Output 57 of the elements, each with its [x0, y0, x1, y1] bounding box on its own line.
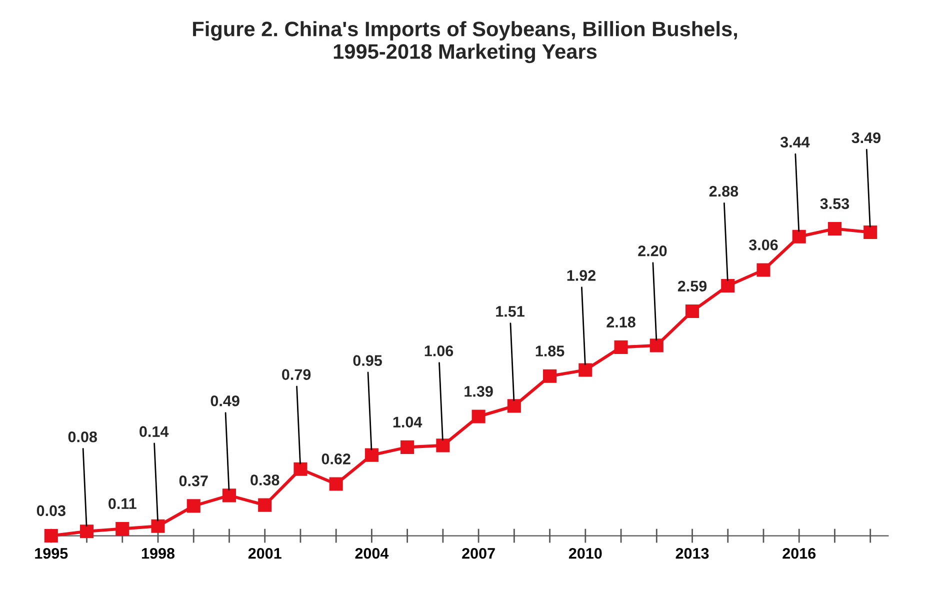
point — [472, 410, 486, 424]
point — [294, 462, 308, 476]
data-label: 1.92 — [567, 270, 596, 281]
point — [650, 338, 664, 352]
x-tick-label: 2007 — [462, 548, 495, 559]
x-tick-label: 2013 — [676, 548, 709, 559]
x-tick-label: 2010 — [568, 548, 602, 559]
point — [222, 488, 236, 502]
point — [186, 499, 200, 513]
data-label: 2.59 — [678, 280, 707, 292]
point — [543, 369, 557, 383]
point — [578, 363, 592, 377]
x-tick-label: 1998 — [142, 548, 175, 559]
data-label: 2.18 — [606, 316, 636, 328]
x-tick-label: 2004 — [355, 548, 389, 559]
data-label: 2.20 — [638, 245, 667, 256]
x-tick-label: 2016 — [782, 548, 816, 559]
point — [436, 438, 450, 452]
data-label: 3.53 — [820, 198, 850, 210]
data-label: 0.11 — [108, 498, 136, 510]
point — [507, 399, 521, 413]
point — [614, 340, 628, 354]
point — [400, 440, 414, 454]
data-label: 2.88 — [709, 186, 738, 197]
data-label: 0.95 — [353, 355, 382, 366]
data-label: 0.38 — [250, 474, 280, 486]
data-label: 3.49 — [852, 132, 880, 144]
point — [116, 522, 130, 536]
data-label: 1.06 — [424, 345, 454, 356]
point — [258, 498, 272, 512]
x-tick-label: 2001 — [248, 548, 282, 559]
data-label: 0.79 — [282, 369, 311, 380]
point — [364, 448, 378, 462]
data-label: 3.44 — [780, 136, 810, 148]
data-label: 1.39 — [464, 386, 493, 397]
data-label: 0.37 — [179, 475, 208, 486]
point — [828, 222, 842, 236]
chart-title: Figure 2. China's Imports of Soybeans, Billion Bushels, 1995-2018 Marketing Years — [193, 21, 737, 64]
point — [44, 529, 58, 543]
point — [721, 279, 735, 293]
data-label: 1.85 — [536, 346, 564, 356]
data-label: 0.62 — [322, 454, 350, 464]
data-label: 1.51 — [496, 306, 524, 317]
point — [792, 230, 806, 244]
data-label: 0.49 — [210, 395, 240, 406]
point — [685, 304, 700, 318]
point — [329, 477, 343, 491]
point — [151, 519, 165, 533]
x-tick-label: 1995 — [35, 548, 68, 559]
data-label: 3.06 — [748, 239, 778, 250]
point — [864, 226, 878, 240]
data-label: 0.03 — [36, 505, 66, 516]
point — [756, 263, 770, 277]
data-label: 0.08 — [68, 431, 97, 442]
data-label: 0.14 — [140, 426, 169, 437]
data-label: 1.04 — [393, 416, 422, 428]
point — [80, 524, 94, 538]
